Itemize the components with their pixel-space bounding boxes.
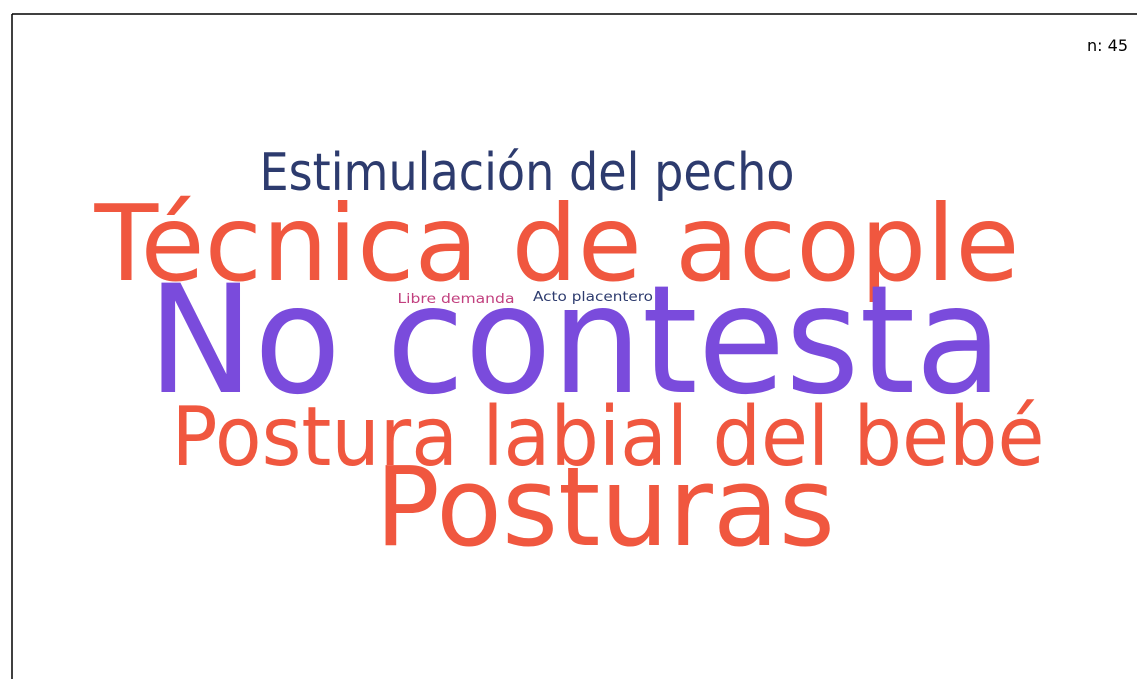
word: Postura labial del bebé (172, 390, 1045, 485)
word: Acto placentero (533, 290, 653, 305)
word: Posturas (375, 443, 835, 571)
sample-size: n: 45 (1087, 36, 1128, 55)
word: Técnica de acople (94, 183, 1020, 305)
word: Estimulación del pecho (260, 143, 795, 203)
word: No contesta (148, 254, 1003, 428)
word: Libre demanda (398, 292, 515, 307)
